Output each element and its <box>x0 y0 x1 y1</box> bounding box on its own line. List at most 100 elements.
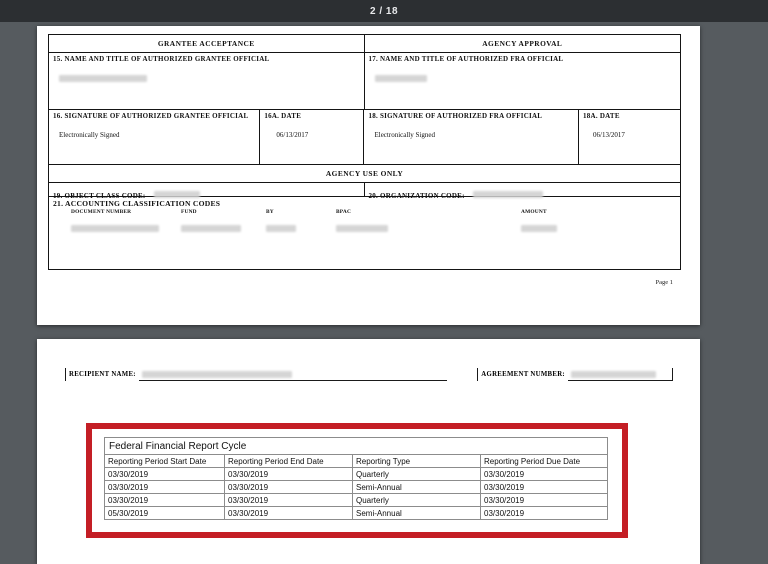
field-15-label: 15. NAME AND TITLE OF AUTHORIZED GRANTEE… <box>53 55 270 63</box>
field-17: 17. NAME AND TITLE OF AUTHORIZED FRA OFF… <box>365 53 681 109</box>
cell-end-date: 03/30/2019 <box>224 506 353 520</box>
field-18a: 18A. DATE 06/13/2017 <box>579 110 680 164</box>
accounting-value-cell <box>181 219 266 255</box>
accounting-value-cell <box>266 219 336 255</box>
cell-end-date: 03/30/2019 <box>224 467 353 481</box>
table-row: 05/30/2019 03/30/2019 Semi-Annual 03/30/… <box>104 506 608 520</box>
field-17-value <box>369 63 677 82</box>
agreement-number-label: AGREEMENT NUMBER: <box>481 371 565 378</box>
table-row: 03/30/2019 03/30/2019 Semi-Annual 03/30/… <box>104 480 608 494</box>
form-row-codes: 19. OBJECT CLASS CODE: 20. ORGANIZATION … <box>49 183 681 200</box>
field-19: 19. OBJECT CLASS CODE: <box>49 183 365 200</box>
agency-approval-title: AGENCY APPROVAL <box>482 39 563 48</box>
field-15-value <box>53 63 360 82</box>
cell-reporting-type: Semi-Annual <box>352 480 481 494</box>
table-row: 03/30/2019 03/30/2019 Quarterly 03/30/20… <box>104 493 608 507</box>
recipient-name-label: RECIPIENT NAME: <box>69 371 136 378</box>
federal-financial-report-cycle-table: Federal Financial Report Cycle Reporting… <box>104 437 608 520</box>
cell-reporting-type: Quarterly <box>352 493 481 507</box>
column-header-end-date: Reporting Period End Date <box>224 454 353 468</box>
column-header-start-date: Reporting Period Start Date <box>104 454 225 468</box>
cell-start-date: 03/30/2019 <box>104 467 225 481</box>
agency-use-only-title: AGENCY USE ONLY <box>325 169 404 178</box>
table-header-row: Reporting Period Start Date Reporting Pe… <box>104 454 608 468</box>
form-row-name-title: 15. NAME AND TITLE OF AUTHORIZED GRANTEE… <box>49 53 680 110</box>
field-15: 15. NAME AND TITLE OF AUTHORIZED GRANTEE… <box>49 53 365 109</box>
recipient-name-field: RECIPIENT NAME: <box>65 368 139 381</box>
accounting-col-fund: FUND <box>181 209 197 215</box>
redacted-value <box>153 190 200 198</box>
cell-due-date: 03/30/2019 <box>480 480 608 494</box>
field-18-label: 18. SIGNATURE OF AUTHORIZED FRA OFFICIAL <box>368 112 543 120</box>
agency-use-only-cell: AGENCY USE ONLY <box>49 165 680 182</box>
field-18: 18. SIGNATURE OF AUTHORIZED FRA OFFICIAL… <box>364 110 580 164</box>
field-18a-label: 18A. DATE <box>583 112 620 120</box>
accounting-value-cell <box>71 219 181 255</box>
field-16a: 16A. DATE 06/13/2017 <box>260 110 365 164</box>
cell-reporting-type: Semi-Annual <box>352 506 481 520</box>
accounting-values-row <box>53 219 676 255</box>
recipient-agreement-bar: RECIPIENT NAME: AGREEMENT NUMBER: <box>65 368 673 381</box>
redacted-value <box>336 224 388 232</box>
field-16-label: 16. SIGNATURE OF AUTHORIZED GRANTEE OFFI… <box>53 112 249 120</box>
field-16a-label: 16A. DATE <box>264 112 302 120</box>
field-16a-value: 06/13/2017 <box>276 131 309 139</box>
field-16-value: Electronically Signed <box>59 131 120 139</box>
accounting-col-amount: AMOUNT <box>521 209 547 215</box>
accounting-value-cell <box>336 219 521 255</box>
cell-end-date: 03/30/2019 <box>224 493 353 507</box>
field-19-label: 19. OBJECT CLASS CODE: <box>53 192 146 200</box>
accounting-column-headers: DOCUMENT NUMBER FUND BY BPAC AMOUNT <box>53 209 676 215</box>
column-header-due-date: Reporting Period Due Date <box>480 454 608 468</box>
document-page-1: GRANTEE ACCEPTANCE AGENCY APPROVAL 15. N… <box>37 26 700 325</box>
cell-start-date: 05/30/2019 <box>104 506 225 520</box>
cell-due-date: 03/30/2019 <box>480 493 608 507</box>
field-20-label: 20. ORGANIZATION CODE: <box>368 192 465 200</box>
redacted-value <box>374 74 427 82</box>
field-20: 20. ORGANIZATION CODE: <box>365 183 681 200</box>
page-1-footer: Page 1 <box>655 279 673 286</box>
accounting-col-bpac: BPAC <box>336 209 352 215</box>
cell-end-date: 03/30/2019 <box>224 480 353 494</box>
page-indicator: 2 / 18 <box>369 5 399 17</box>
cell-due-date: 03/30/2019 <box>480 467 608 481</box>
cell-start-date: 03/30/2019 <box>104 480 225 494</box>
table-title-row: Federal Financial Report Cycle <box>104 437 608 455</box>
grant-agreement-form: GRANTEE ACCEPTANCE AGENCY APPROVAL 15. N… <box>48 34 681 270</box>
cell-reporting-type: Quarterly <box>352 467 481 481</box>
accounting-value-cell <box>521 219 557 255</box>
field-17-label: 17. NAME AND TITLE OF AUTHORIZED FRA OFF… <box>368 55 564 63</box>
recipient-name-value <box>138 368 448 381</box>
accounting-col-document-number: DOCUMENT NUMBER <box>71 209 132 215</box>
column-header-reporting-type: Reporting Type <box>352 454 481 468</box>
agreement-number-field: AGREEMENT NUMBER: <box>477 368 568 381</box>
cell-start-date: 03/30/2019 <box>104 493 225 507</box>
redacted-value <box>71 224 159 232</box>
redacted-value <box>181 224 241 232</box>
redacted-value <box>472 190 543 198</box>
red-highlight-annotation <box>86 423 628 538</box>
field-18a-value: 06/13/2017 <box>593 131 625 139</box>
redacted-value <box>59 74 147 82</box>
form-row-accounting: 21. ACCOUNTING CLASSIFICATION CODES DOCU… <box>49 197 680 269</box>
viewer-toolbar: 2 / 18 <box>0 0 768 22</box>
field-21: 21. ACCOUNTING CLASSIFICATION CODES DOCU… <box>49 197 680 269</box>
redacted-value <box>266 224 296 232</box>
table-row: 03/30/2019 03/30/2019 Quarterly 03/30/20… <box>104 467 608 481</box>
agreement-number-value <box>568 368 673 381</box>
table-title: Federal Financial Report Cycle <box>104 437 608 455</box>
redacted-value <box>521 224 557 232</box>
redacted-value <box>141 370 292 378</box>
redacted-value <box>571 370 656 378</box>
agency-approval-cell: AGENCY APPROVAL <box>365 35 681 52</box>
grantee-acceptance-title: GRANTEE ACCEPTANCE <box>157 39 255 48</box>
field-16: 16. SIGNATURE OF AUTHORIZED GRANTEE OFFI… <box>49 110 261 164</box>
grantee-acceptance-cell: GRANTEE ACCEPTANCE <box>49 35 365 52</box>
field-21-label: 21. ACCOUNTING CLASSIFICATION CODES <box>53 199 221 208</box>
agency-use-only-row: AGENCY USE ONLY <box>49 165 680 183</box>
accounting-col-by: BY <box>266 209 274 215</box>
field-18-value: Electronically Signed <box>374 131 435 139</box>
form-section-header-row: GRANTEE ACCEPTANCE AGENCY APPROVAL <box>49 35 680 53</box>
cell-due-date: 03/30/2019 <box>480 506 608 520</box>
